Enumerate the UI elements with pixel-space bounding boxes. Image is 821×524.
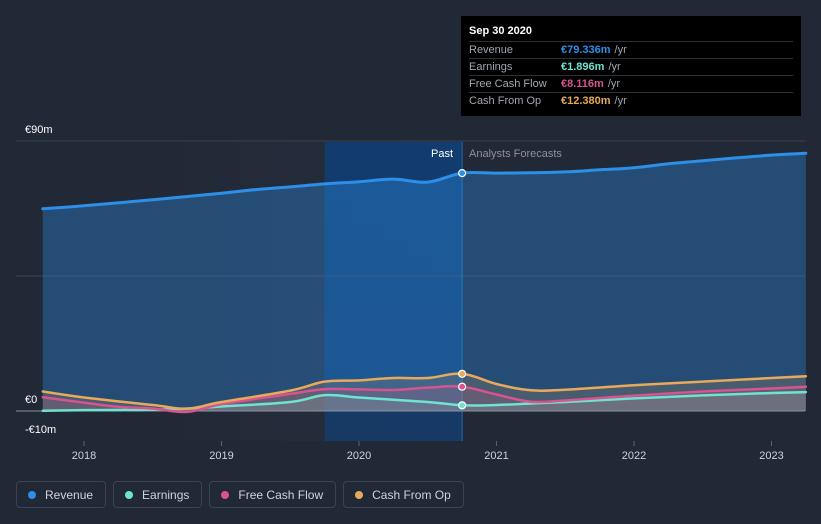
tooltip-value: €8.116m bbox=[561, 78, 604, 90]
tooltip-unit: /yr bbox=[614, 95, 627, 107]
legend-label: Cash From Op bbox=[372, 487, 451, 502]
tooltip-row-free-cash-flow: Free Cash Flow €8.116m /yr bbox=[469, 75, 793, 92]
earnings-marker bbox=[458, 401, 467, 410]
revenue-area bbox=[42, 153, 806, 412]
tooltip-label: Revenue bbox=[469, 44, 514, 56]
tooltip-label: Free Cash Flow bbox=[469, 78, 547, 90]
tooltip-unit: /yr bbox=[608, 61, 621, 73]
tooltip-row-earnings: Earnings €1.896m /yr bbox=[469, 58, 793, 75]
tooltip-value: €1.896m bbox=[561, 61, 605, 73]
cash-from-op-marker bbox=[458, 369, 467, 378]
x-tick-label: 2023 bbox=[759, 450, 783, 462]
x-tick-label: 2021 bbox=[484, 450, 508, 462]
tooltip-value: €79.336m bbox=[561, 44, 611, 56]
legend-dot-icon bbox=[355, 490, 364, 499]
tooltip-row-cash-from-op: Cash From Op €12.380m /yr bbox=[469, 92, 793, 109]
legend-dot-icon bbox=[28, 490, 36, 499]
legend-item-cash-from-op[interactable]: Cash From Op bbox=[343, 481, 464, 508]
tooltip: Sep 30 2020 Revenue €79.336m /yr Earning… bbox=[461, 16, 801, 116]
cash-from-op-line bbox=[41, 372, 808, 410]
y-axis-label-bottom: -€10m bbox=[25, 424, 56, 436]
free-cash-flow-marker bbox=[458, 382, 467, 391]
legend-item-earnings[interactable]: Earnings bbox=[113, 481, 203, 508]
legend: Revenue Earnings Free Cash Flow Cash Fro… bbox=[16, 481, 464, 508]
x-tick-label: 2020 bbox=[347, 450, 371, 462]
tooltip-row-revenue: Revenue €79.336m /yr bbox=[469, 41, 793, 58]
tooltip-date: Sep 30 2020 bbox=[469, 25, 532, 37]
y-axis-label-top: €90m bbox=[25, 124, 53, 136]
free-cash-flow-line bbox=[41, 384, 808, 414]
y-axis-label-zero: €0 bbox=[25, 394, 37, 406]
legend-item-free-cash-flow[interactable]: Free Cash Flow bbox=[209, 481, 337, 508]
legend-label: Revenue bbox=[45, 487, 94, 502]
tooltip-value: €12.380m bbox=[561, 95, 611, 107]
forecast-label: Analysts Forecasts bbox=[469, 148, 562, 160]
legend-dot-icon bbox=[125, 490, 134, 499]
tooltip-label: Cash From Op bbox=[469, 95, 542, 107]
x-tick-label: 2019 bbox=[209, 450, 233, 462]
tooltip-unit: /yr bbox=[607, 78, 621, 90]
past-label: Past bbox=[431, 148, 453, 160]
x-tick-label: 2022 bbox=[622, 450, 646, 462]
legend-item-revenue[interactable]: Revenue bbox=[16, 481, 107, 508]
x-tick-label: 2018 bbox=[72, 450, 96, 462]
revenue-marker bbox=[458, 169, 467, 178]
legend-label: Earnings bbox=[142, 487, 190, 502]
tooltip-unit: /yr bbox=[614, 44, 627, 56]
legend-dot-icon bbox=[221, 490, 230, 499]
tooltip-label: Earnings bbox=[469, 61, 513, 73]
legend-label: Free Cash Flow bbox=[238, 487, 324, 502]
